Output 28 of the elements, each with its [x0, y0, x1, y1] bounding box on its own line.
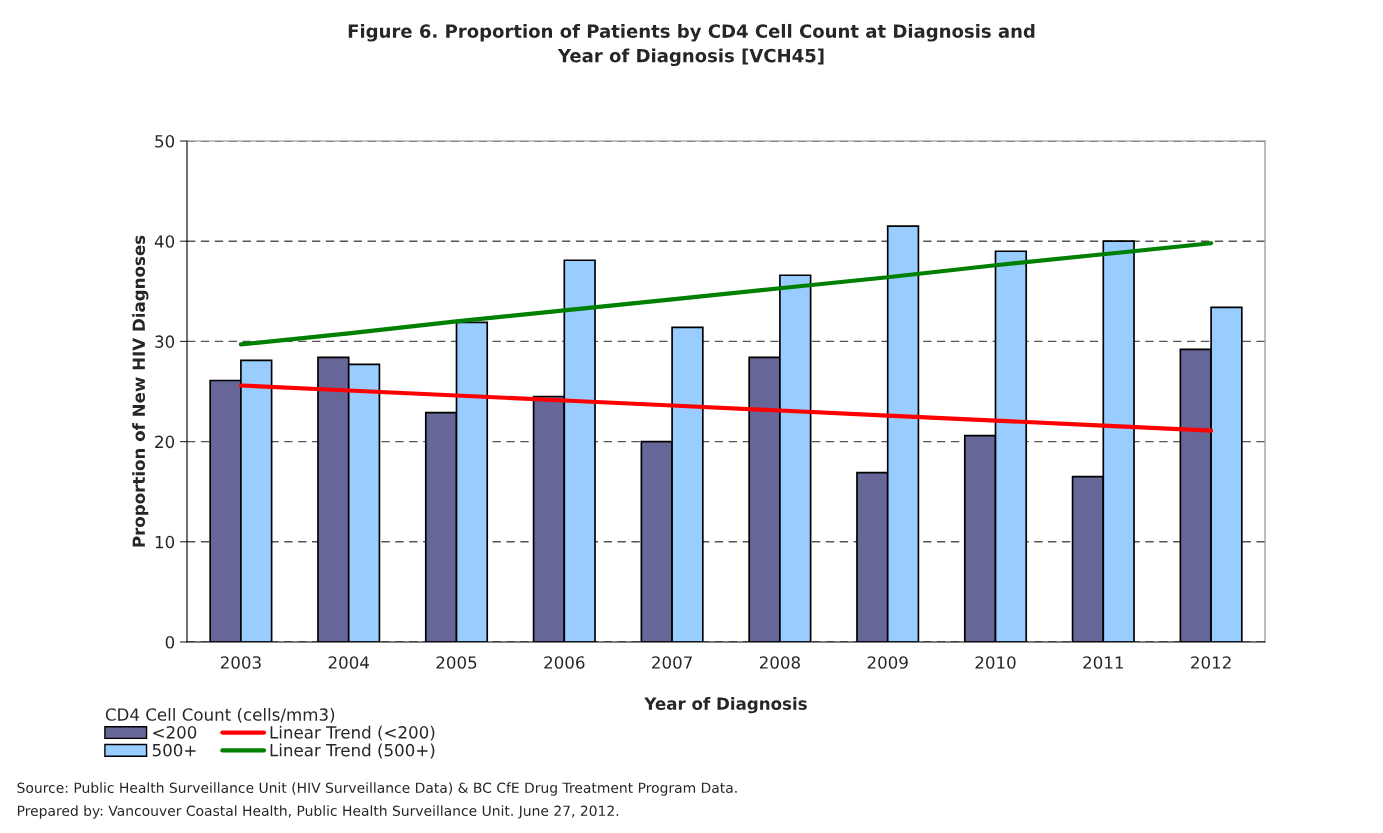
y-tick-label: 10 — [155, 535, 175, 549]
line-series — [238, 383, 1214, 433]
x-tick-label: 2004 — [328, 656, 369, 669]
line-series — [238, 241, 1214, 347]
y-tick-label: 30 — [155, 335, 175, 348]
x-tick-label: 2012 — [1191, 656, 1231, 669]
x-tick-label: 2005 — [436, 656, 477, 669]
x-tick-label: 2007 — [652, 656, 692, 669]
x-tick-label: 2010 — [975, 656, 1016, 669]
y-tick-label: 40 — [154, 235, 175, 248]
legend-label: 500+ — [152, 743, 196, 757]
text: Prepared by: Vancouver Coastal Health, Public Health Surveillance Unit. June 27, 2012. — [17, 805, 619, 819]
y-tick-label: 20 — [155, 435, 175, 449]
y-tick-label: 0 — [165, 635, 175, 649]
x-axis-title: Year of Diagnosis — [644, 697, 807, 714]
y-tick-label: 50 — [155, 134, 175, 148]
source-note: Source: Public Health Surveillance Unit (HIV Surveillance Data) & BC CfE Drug Treatment Program Data. — [17, 782, 737, 796]
legend-label: <200 — [153, 726, 197, 739]
x-tick-label: 2011 — [1083, 656, 1123, 669]
x-tick-label: 2009 — [867, 656, 908, 669]
x-tick-label: 2006 — [544, 656, 585, 669]
legend-title: CD4 Cell Count (cells/mm3) — [105, 707, 335, 723]
chart-title: Figure 6. Proportion of Patients by CD4 Cell Count at Diagnosis and Year of Diagnosis [VCH45] — [348, 23, 1035, 67]
x-tick-label: 2003 — [220, 656, 261, 669]
y-axis-title: Proportion of New HIV Diagnoses — [132, 235, 149, 547]
legend-label: Linear Trend (500+) — [270, 743, 435, 759]
x-tick-label: 2008 — [759, 656, 800, 669]
legend-label: Linear Trend (<200) — [270, 725, 435, 741]
